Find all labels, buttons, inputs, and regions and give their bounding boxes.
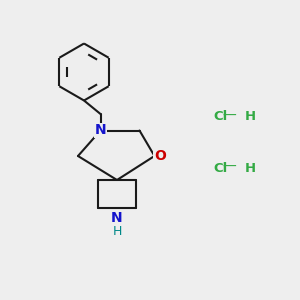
Text: Cl: Cl	[213, 161, 227, 175]
Text: N: N	[95, 124, 106, 137]
Text: —: —	[223, 109, 236, 122]
Text: —: —	[223, 160, 236, 173]
Text: H: H	[112, 225, 122, 239]
Text: Cl: Cl	[213, 110, 227, 124]
Text: O: O	[154, 149, 166, 163]
Text: H: H	[244, 161, 256, 175]
Text: H: H	[244, 110, 256, 124]
Text: N: N	[111, 212, 123, 225]
